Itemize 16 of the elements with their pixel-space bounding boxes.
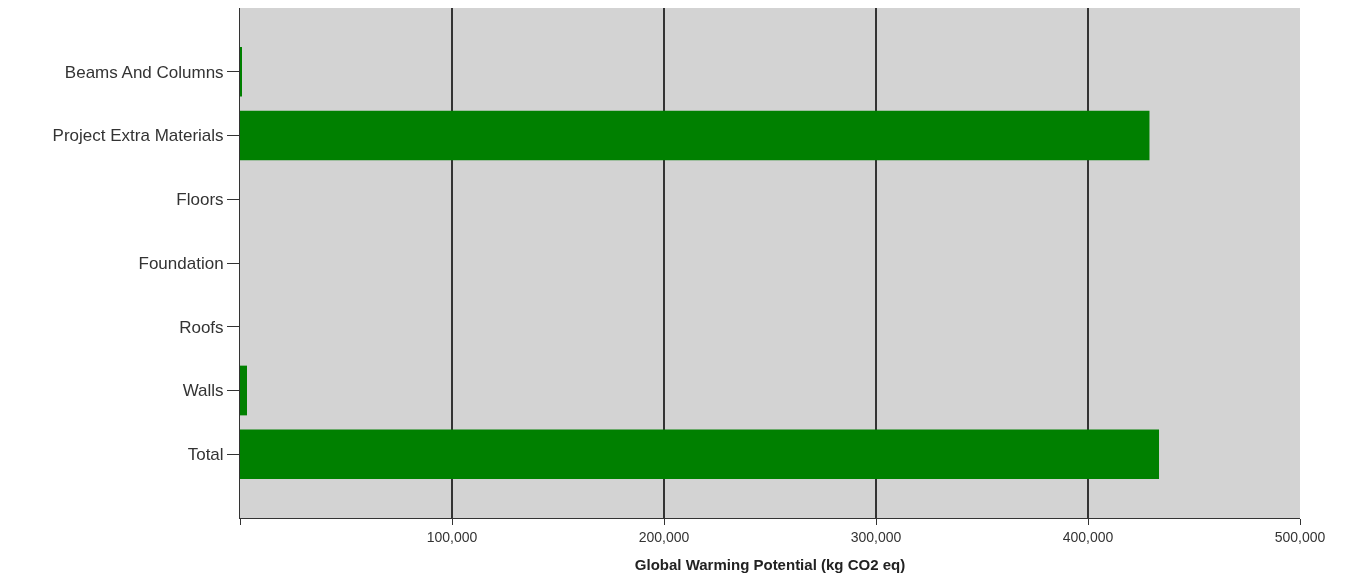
y-tick-label: Roofs bbox=[179, 317, 224, 337]
bar bbox=[240, 429, 1160, 480]
x-axis-title: Global Warming Potential (kg CO2 eq) bbox=[634, 555, 906, 573]
x-tick-label: 500,000 bbox=[1274, 528, 1326, 545]
x-tick-label: 100,000 bbox=[426, 528, 478, 545]
bar bbox=[240, 365, 247, 416]
y-tick-label: Foundation bbox=[138, 253, 224, 273]
y-tick-label: Project Extra Materials bbox=[52, 126, 224, 146]
x-tick-label: 200,000 bbox=[638, 528, 690, 545]
y-tick-label: Walls bbox=[182, 381, 224, 401]
x-tick-label: 300,000 bbox=[850, 528, 902, 545]
bar bbox=[240, 110, 1150, 161]
y-tick-label: Floors bbox=[176, 190, 224, 210]
y-tick-label: Total bbox=[187, 445, 224, 465]
x-tick-label: 400,000 bbox=[1062, 528, 1114, 545]
y-tick-label: Beams And Columns bbox=[64, 62, 224, 82]
